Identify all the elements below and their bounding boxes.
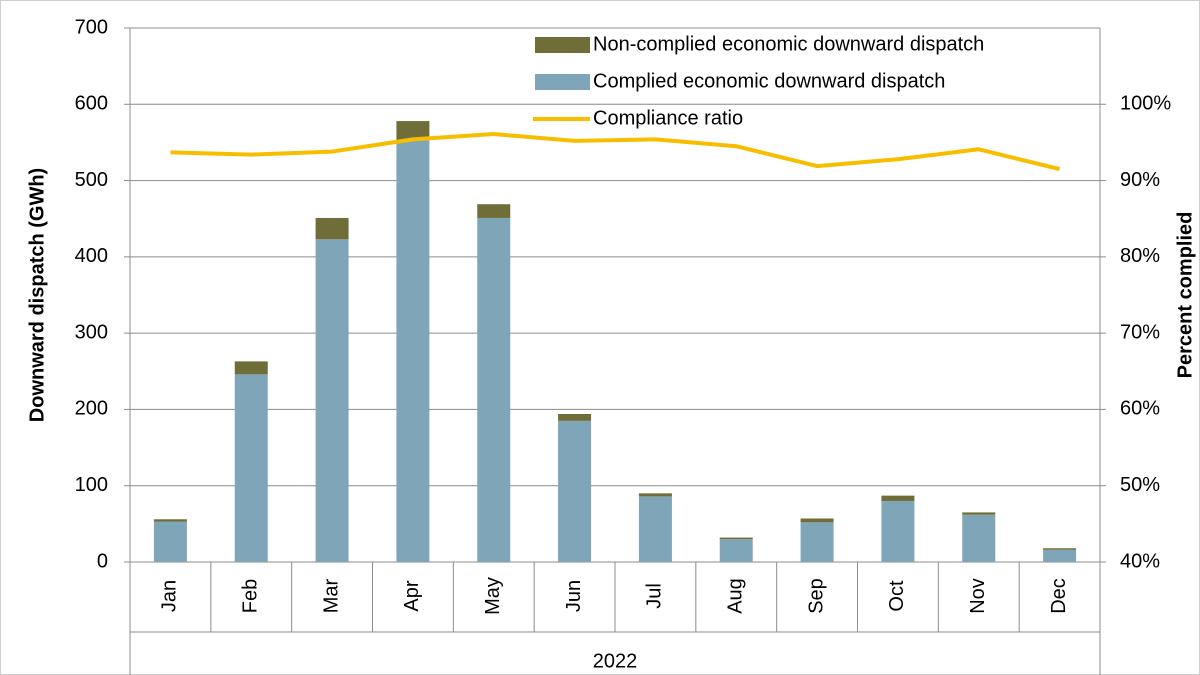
group-label: 2022 bbox=[593, 650, 638, 672]
bar bbox=[315, 239, 349, 562]
x-tick-label: Apr bbox=[401, 580, 423, 611]
bar bbox=[638, 496, 672, 562]
y-tick-label: 500 bbox=[75, 169, 108, 191]
bar bbox=[881, 495, 915, 501]
bar bbox=[962, 512, 996, 515]
x-tick-label: Dec bbox=[1048, 578, 1070, 614]
x-tick-label: Feb bbox=[240, 579, 262, 613]
y2-axis-title: Percent complied bbox=[1174, 212, 1196, 379]
y-tick-label: 200 bbox=[75, 398, 108, 420]
x-tick-label: May bbox=[482, 577, 504, 615]
legend-label: Complied economic downward dispatch bbox=[593, 70, 945, 92]
bar bbox=[315, 217, 349, 240]
bar bbox=[153, 519, 187, 522]
y2-tick-label: 50% bbox=[1120, 474, 1160, 496]
bar bbox=[558, 414, 592, 421]
line bbox=[170, 132, 1061, 172]
x-tick-label: Sep bbox=[805, 578, 827, 614]
bar bbox=[153, 521, 187, 562]
bar bbox=[638, 493, 672, 497]
x-tick-label: Jun bbox=[563, 580, 585, 612]
x-tick-label: Mar bbox=[320, 578, 342, 613]
bar bbox=[477, 204, 511, 218]
x-tick-label: Jul bbox=[644, 583, 666, 609]
bar bbox=[396, 140, 430, 562]
x-tick-label: Jan bbox=[159, 580, 181, 612]
x-tick-label: Aug bbox=[725, 578, 747, 614]
y-tick-label: 600 bbox=[75, 93, 108, 115]
y2-tick-label: 100% bbox=[1120, 93, 1171, 115]
x-tick-label: Oct bbox=[886, 580, 908, 612]
legend-label: Compliance ratio bbox=[593, 107, 743, 129]
legend-swatch bbox=[535, 37, 590, 53]
bar bbox=[1043, 548, 1077, 550]
y2-tick-label: 60% bbox=[1120, 398, 1160, 420]
y-tick-label: 100 bbox=[75, 474, 108, 496]
y-tick-label: 700 bbox=[75, 16, 108, 38]
bar bbox=[881, 500, 915, 562]
bar bbox=[1043, 549, 1077, 562]
y-tick-label: 300 bbox=[75, 321, 108, 343]
y-tick-label: 0 bbox=[97, 550, 108, 572]
y-axis-title: Downward dispatch (GWh) bbox=[26, 168, 48, 422]
bar bbox=[719, 537, 753, 540]
legend-swatch bbox=[535, 74, 590, 90]
bar bbox=[800, 518, 834, 523]
bar bbox=[234, 374, 268, 562]
legend-label: Non-complied economic downward dispatch bbox=[593, 33, 984, 55]
bar bbox=[962, 514, 996, 562]
y-tick-label: 400 bbox=[75, 245, 108, 267]
bar bbox=[558, 420, 592, 562]
bar bbox=[396, 121, 430, 141]
bar bbox=[234, 361, 268, 375]
y2-tick-label: 40% bbox=[1120, 550, 1160, 572]
bar bbox=[800, 522, 834, 562]
y2-tick-label: 90% bbox=[1120, 169, 1160, 191]
x-tick-label: Nov bbox=[967, 578, 989, 614]
bar bbox=[477, 217, 511, 563]
bar bbox=[719, 539, 753, 562]
y2-tick-label: 70% bbox=[1120, 321, 1160, 343]
y2-tick-label: 80% bbox=[1120, 245, 1160, 267]
